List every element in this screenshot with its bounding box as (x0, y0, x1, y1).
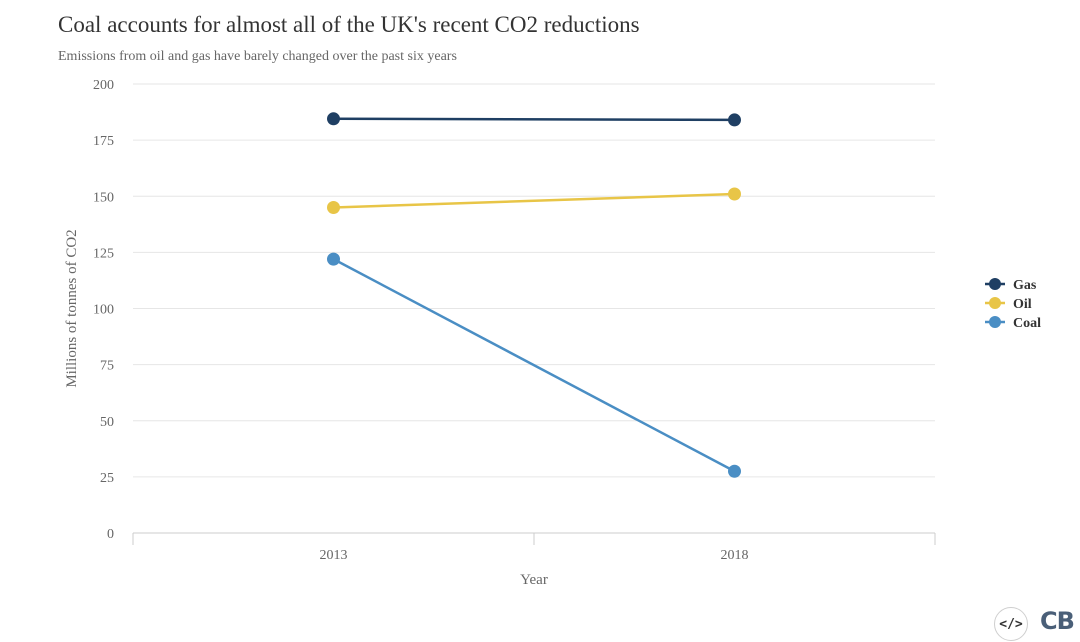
y-tick-label: 75 (100, 359, 114, 374)
data-point-oil (728, 187, 741, 201)
carbon-brief-logo: CB (1040, 607, 1075, 635)
chart-subtitle: Emissions from oil and gas have barely c… (58, 49, 457, 64)
legend-label-gas: Gas (1013, 278, 1037, 293)
x-tick-label: 2013 (320, 548, 348, 563)
y-tick-label: 125 (93, 246, 114, 261)
embed-code-button[interactable]: </> (994, 607, 1028, 641)
legend-label-coal: Coal (1013, 316, 1041, 331)
y-tick-label: 100 (93, 303, 114, 318)
legend-label-oil: Oil (1013, 297, 1032, 312)
x-axis-title: Year (520, 572, 548, 588)
y-tick-label: 150 (93, 190, 114, 205)
y-tick-label: 175 (93, 134, 114, 149)
chart-title: Coal accounts for almost all of the UK's… (58, 12, 640, 37)
data-point-gas (728, 113, 741, 127)
x-tick-label: 2018 (721, 548, 749, 563)
data-point-coal (728, 464, 741, 478)
series-line-coal (332, 258, 736, 473)
legend-marker-coal (989, 316, 1001, 328)
y-tick-label: 50 (100, 415, 114, 430)
series-line-gas (333, 117, 735, 122)
data-point-oil (327, 200, 340, 214)
line-chart: 0 25 50 75 100 125 150 175 200 2013 2018 Year Millio… (64, 78, 1041, 588)
y-tick-label: 25 (100, 471, 114, 486)
y-tick-label: 200 (93, 78, 114, 93)
legend-marker-gas (989, 278, 1001, 290)
data-point-gas (327, 112, 340, 126)
y-axis-title: Millions of tonnes of CO2 (64, 229, 80, 387)
data-point-coal (327, 252, 340, 266)
series-line-oil (333, 192, 735, 209)
legend-marker-oil (989, 297, 1001, 309)
y-tick-label: 0 (107, 527, 114, 542)
